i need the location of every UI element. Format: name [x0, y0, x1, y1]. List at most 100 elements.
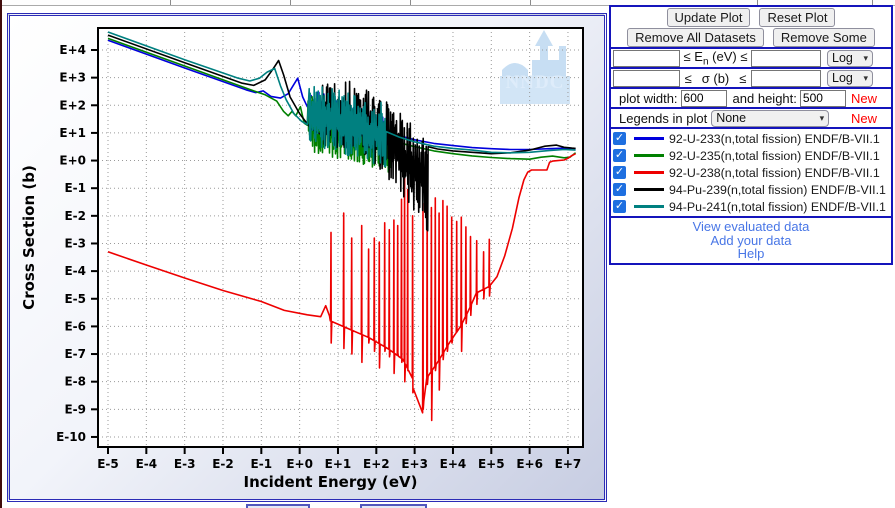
y-tick-label: E-7: [64, 347, 86, 361]
plot-size-section: plot width: and height: New: [609, 87, 893, 109]
dataset-line-swatch: [634, 188, 664, 191]
x-tick-label: E+7: [555, 457, 582, 471]
x-tick-label: E+4: [440, 457, 467, 471]
dataset-row: ✓ 92-U-238(n,total fission) ENDF/B-VII.1: [611, 164, 891, 181]
size-new-badge: New: [850, 90, 877, 106]
series-curve: [107, 31, 576, 168]
sigma-range-section: ≤ σ (b) ≤ Log ▾: [609, 67, 893, 89]
update-plot-button[interactable]: Update Plot: [666, 7, 751, 27]
dataset-label: 94-Pu-241(n,total fission) ENDF/B-VII.1: [669, 199, 886, 214]
plot-actions-section: Update Plot Reset Plot Remove All Dataset…: [609, 5, 893, 49]
link-view-evaluated-data[interactable]: View evaluated data: [692, 219, 810, 234]
svg-text:NNDC: NNDC: [506, 72, 565, 93]
top-row-divider: [410, 0, 411, 5]
dataset-row: ✓ 94-Pu-241(n,total fission) ENDF/B-VII.…: [611, 198, 891, 215]
top-row-divider: [170, 0, 171, 5]
plot-width-label: plot width:: [619, 90, 678, 106]
chevron-down-icon: ▾: [863, 52, 868, 63]
cross-section-plot: NNDC E-5 E-4 E-3 E-2 E-1 E+0 E+1 E+2 E+3 E+4 E+5 E+6…: [20, 27, 584, 491]
plot-panel: NNDC E-5 E-4 E-3 E-2 E-1 E+0 E+1 E+2 E+3 E+4 E+5 E+6…: [7, 13, 607, 502]
plot-frame: [97, 27, 584, 448]
x-tick-label: E+5: [478, 457, 505, 471]
sigma-min-input[interactable]: [613, 69, 680, 87]
sigma-range-label: ≤ σ (b) ≤: [684, 70, 747, 86]
bottom-clipped-button[interactable]: [246, 504, 310, 508]
energy-max-input[interactable]: [751, 49, 821, 67]
y-tick-label: E-1: [64, 181, 86, 195]
y-tick-label: E-3: [64, 236, 86, 250]
x-tick-label: E+2: [363, 457, 390, 471]
energy-range-section: ≤ En (eV) ≤ Log ▾: [609, 47, 893, 69]
sigma-max-input[interactable]: [751, 69, 821, 87]
x-tick-label: E-5: [97, 457, 119, 471]
dataset-label: 92-U-238(n,total fission) ENDF/B-VII.1: [669, 165, 880, 180]
dataset-checkbox[interactable]: ✓: [613, 166, 626, 179]
button-row-1: Update Plot Reset Plot: [611, 7, 891, 27]
x-tick-label: E-4: [136, 457, 158, 471]
y-axis-title: Cross Section (b): [20, 165, 38, 310]
energy-min-input[interactable]: [613, 49, 680, 67]
legend-section: Legends in plot None ▾ New: [609, 107, 893, 129]
sigma-scale-select[interactable]: Log ▾: [827, 69, 873, 87]
button-row-2: Remove All Datasets Remove Some: [611, 27, 891, 47]
legend-label: Legends in plot: [619, 110, 708, 126]
control-panel: Update Plot Reset Plot Remove All Dataset…: [609, 5, 893, 265]
dataset-line-swatch: [634, 137, 664, 140]
energy-range-label: ≤ En (eV) ≤: [683, 48, 748, 68]
y-tick-label: E+3: [59, 71, 86, 85]
x-tick-label: E+1: [325, 457, 352, 471]
y-tick-label: E+4: [59, 43, 86, 57]
window-left-edge: [0, 0, 2, 508]
y-tick-label: E-5: [64, 292, 86, 306]
chevron-down-icon: ▾: [863, 72, 868, 83]
top-row-divider: [872, 0, 873, 5]
dataset-line-swatch: [634, 154, 664, 157]
chevron-down-icon: ▾: [819, 112, 825, 123]
links-section: View evaluated data Add your data Help: [609, 216, 893, 265]
remove-all-datasets-button[interactable]: Remove All Datasets: [627, 27, 764, 47]
link-help[interactable]: Help: [737, 246, 765, 262]
dataset-checkbox[interactable]: ✓: [613, 183, 626, 196]
y-tick-label: E+2: [59, 98, 86, 112]
x-tick-label: E+6: [516, 457, 543, 471]
dataset-checkbox[interactable]: ✓: [613, 132, 626, 145]
y-tick-label: E+1: [59, 126, 86, 140]
plot-height-label: and height:: [732, 90, 797, 106]
bottom-clipped-button[interactable]: [360, 504, 427, 508]
dataset-line-swatch: [634, 171, 664, 174]
y-axis-labels: E+4 E+3 E+2 E+1 E+0 E-1 E-2 E-3 E-4 E-5 E-6 E-7 E-8 E…: [56, 43, 86, 444]
energy-scale-select[interactable]: Log ▾: [827, 49, 873, 67]
x-tick-label: E+0: [286, 457, 313, 471]
x-tick-label: E-2: [212, 457, 234, 471]
reset-plot-button[interactable]: Reset Plot: [759, 7, 836, 27]
y-tick-label: E+0: [59, 154, 86, 168]
dataset-label: 92-U-235(n,total fission) ENDF/B-VII.1: [669, 148, 880, 163]
dataset-line-swatch: [634, 205, 664, 208]
top-row-divider: [530, 0, 531, 5]
y-tick-label: E-9: [64, 402, 86, 416]
y-tick-label: E-2: [64, 209, 86, 223]
dataset-list: ✓ 92-U-233(n,total fission) ENDF/B-VII.1…: [609, 127, 893, 218]
y-tick-label: E-4: [64, 264, 86, 278]
remove-some-button[interactable]: Remove Some: [772, 27, 875, 47]
dataset-label: 92-U-233(n,total fission) ENDF/B-VII.1: [669, 131, 880, 146]
top-clipped-row: [2, 0, 895, 6]
dataset-checkbox[interactable]: ✓: [613, 200, 626, 213]
link-add-your-data[interactable]: Add your data: [710, 232, 792, 248]
x-tick-label: E+3: [401, 457, 428, 471]
dataset-checkbox[interactable]: ✓: [613, 149, 626, 162]
legend-select[interactable]: None ▾: [711, 109, 830, 127]
data-curves: [107, 31, 577, 422]
plot-width-input[interactable]: [680, 89, 727, 107]
dataset-row: ✓ 94-Pu-239(n,total fission) ENDF/B-VII.…: [611, 181, 891, 198]
x-axis-title: Incident Energy (eV): [243, 473, 417, 491]
x-axis-labels: E-5 E-4 E-3 E-2 E-1 E+0 E+1 E+2 E+3 E+4 E+5 E+6 E+7: [97, 457, 581, 471]
top-row-divider: [290, 0, 291, 5]
plot-height-input[interactable]: [799, 89, 846, 107]
y-tick-label: E-8: [64, 375, 86, 389]
dataset-label: 94-Pu-239(n,total fission) ENDF/B-VII.1: [669, 182, 886, 197]
nndc-watermark: NNDC: [500, 30, 570, 104]
dataset-row: ✓ 92-U-235(n,total fission) ENDF/B-VII.1: [611, 147, 891, 164]
grid-lines: [98, 28, 583, 447]
